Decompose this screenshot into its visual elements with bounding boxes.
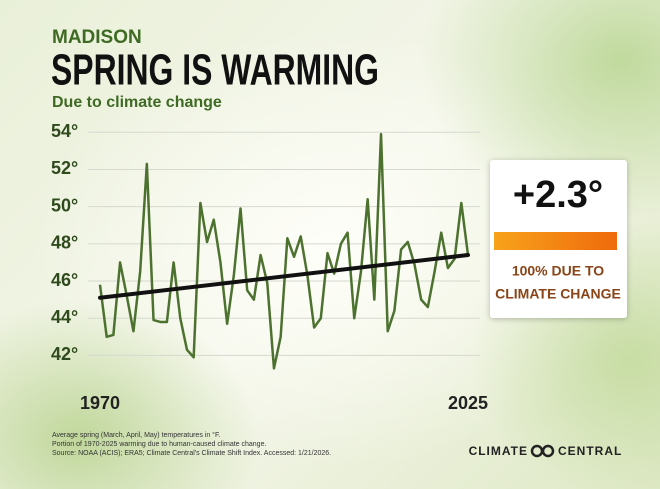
logo-text: CLIMATE	[469, 444, 528, 458]
y-tick-label: 46°	[51, 270, 78, 290]
footnote: Average spring (March, April, May) tempe…	[52, 431, 220, 439]
x-tick-label: 1970	[80, 393, 120, 413]
logo-text: CENTRAL	[558, 444, 622, 458]
callout-label: 100% DUE TO	[512, 263, 604, 279]
y-tick-label: 54°	[51, 121, 78, 141]
y-tick-label: 48°	[51, 233, 78, 253]
y-tick-label: 52°	[51, 158, 78, 178]
chart-title: SPRING IS WARMING	[51, 46, 379, 95]
trend-line	[98, 253, 470, 300]
x-tick-label: 2025	[448, 393, 488, 413]
y-tick-label: 50°	[51, 195, 78, 215]
callout-value: +2.3°	[513, 174, 603, 216]
logo-icon	[530, 444, 555, 458]
callout-label: CLIMATE CHANGE	[495, 286, 621, 302]
footnote: Portion of 1970-2025 warming due to huma…	[52, 441, 266, 448]
data-line	[98, 132, 470, 370]
callout-bar	[494, 232, 617, 250]
footnote: Source: NOAA (ACIS); ERA5; Climate Centr…	[52, 450, 331, 457]
region: MADISON	[52, 27, 142, 48]
subtitle: Due to climate change	[52, 94, 222, 111]
y-tick-label: 42°	[51, 344, 78, 364]
y-tick-label: 44°	[51, 307, 78, 327]
